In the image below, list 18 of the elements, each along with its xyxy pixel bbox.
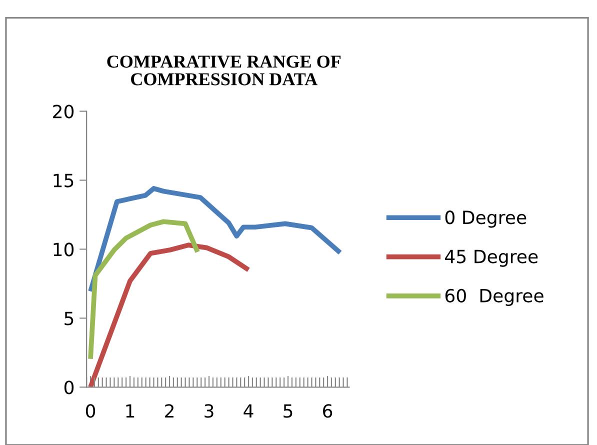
line-series [88,242,251,388]
y-tick-label: 15 [54,174,74,188]
x-tick-label: 5 [284,404,292,418]
chart-title: COMPARATIVE RANGE OF COMPRESSION DATA [107,56,341,86]
x-tick-label: 6 [323,404,332,418]
x-tick-label: 2 [165,404,174,418]
line-series [88,186,343,294]
y-tick-label: 20 [53,104,74,118]
y-tick-label: 0 [64,380,74,394]
legend-label: 45 Degree [445,250,538,267]
legend-label: 0 Degree [445,210,526,228]
x-tick-label: 4 [244,404,254,418]
x-tick-label: 0 [86,404,96,418]
y-tick-label: 5 [64,312,74,326]
y-tick-label: 10 [54,242,74,256]
x-tick-label: 1 [126,404,134,418]
legend-label: 60 Degree [445,288,544,306]
x-tick-label: 3 [204,404,214,418]
